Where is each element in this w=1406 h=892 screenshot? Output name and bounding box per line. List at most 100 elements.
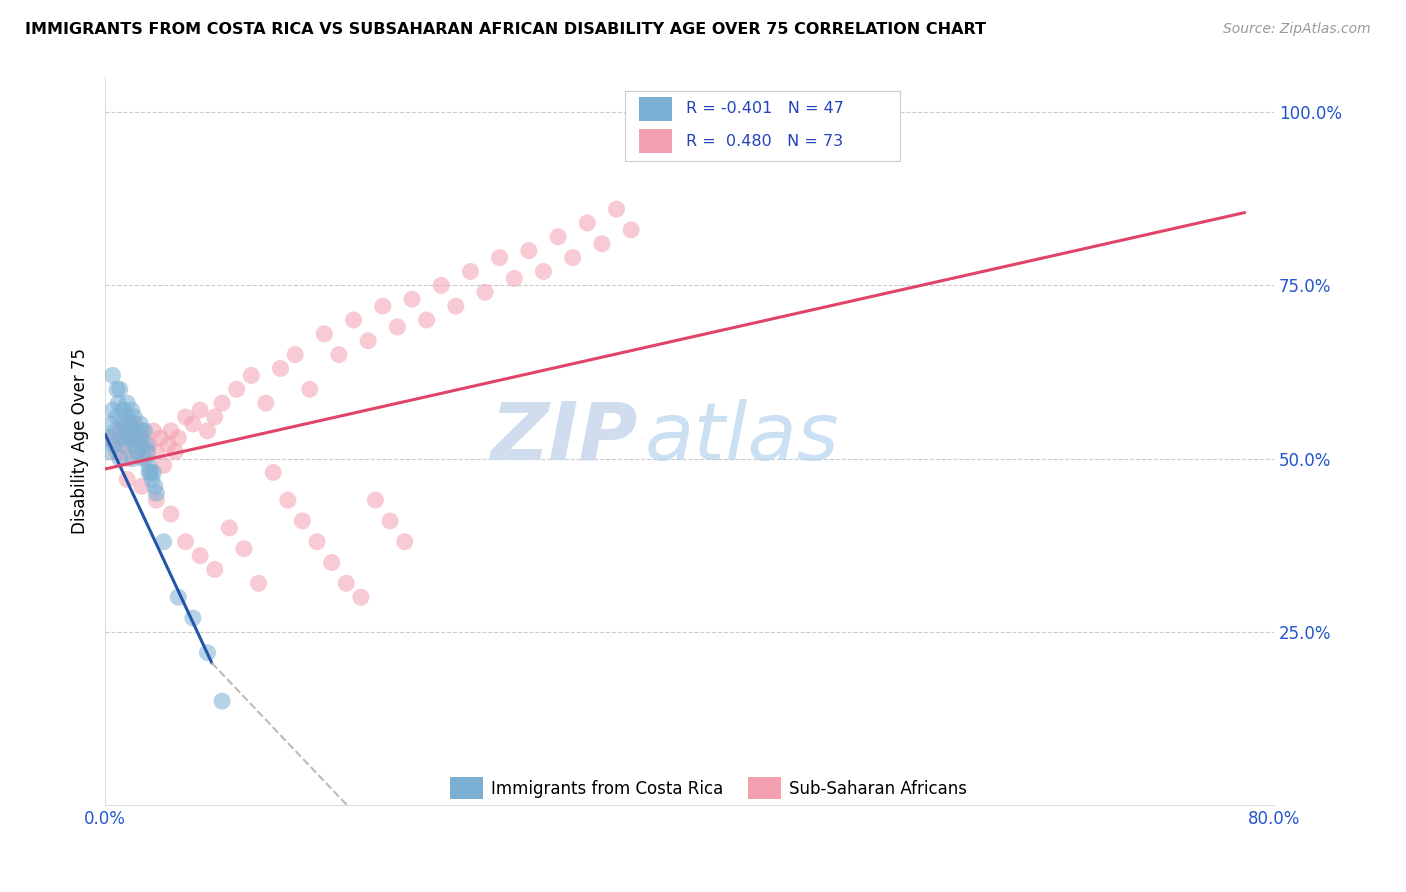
Point — [321, 556, 343, 570]
Point — [104, 424, 127, 438]
Point — [262, 466, 284, 480]
Point — [127, 444, 149, 458]
Point — [165, 444, 187, 458]
Point — [401, 292, 423, 306]
Point — [114, 424, 136, 438]
Point — [620, 223, 643, 237]
Point — [142, 466, 165, 480]
Point — [145, 493, 167, 508]
Point — [107, 396, 129, 410]
Point — [136, 444, 159, 458]
Point — [364, 493, 387, 508]
Point — [460, 264, 482, 278]
Text: atlas: atlas — [645, 399, 839, 476]
Point — [197, 424, 219, 438]
Point — [342, 313, 364, 327]
Point — [160, 424, 183, 438]
Point — [118, 417, 141, 431]
Point — [503, 271, 526, 285]
Point — [142, 424, 165, 438]
Point — [561, 251, 583, 265]
Point — [247, 576, 270, 591]
Point — [121, 403, 143, 417]
Point — [284, 348, 307, 362]
Point — [233, 541, 256, 556]
Point — [108, 424, 131, 438]
Point — [174, 409, 197, 424]
Point — [430, 278, 453, 293]
Point — [101, 431, 124, 445]
Point — [97, 431, 120, 445]
Point — [218, 521, 240, 535]
Point — [141, 472, 163, 486]
Point — [357, 334, 380, 348]
Point — [125, 424, 148, 438]
Point — [298, 382, 321, 396]
Point — [135, 451, 157, 466]
Point — [605, 202, 627, 216]
Point — [115, 409, 138, 424]
Point — [305, 534, 328, 549]
Point — [121, 431, 143, 445]
Point — [350, 590, 373, 604]
FancyBboxPatch shape — [626, 91, 900, 161]
Point — [488, 251, 510, 265]
Point — [204, 562, 226, 576]
Point — [328, 348, 350, 362]
Point — [181, 417, 204, 431]
Point — [128, 431, 150, 445]
Point — [117, 431, 139, 445]
Point — [100, 417, 122, 431]
Point — [115, 396, 138, 410]
Text: IMMIGRANTS FROM COSTA RICA VS SUBSAHARAN AFRICAN DISABILITY AGE OVER 75 CORRELAT: IMMIGRANTS FROM COSTA RICA VS SUBSAHARAN… — [25, 22, 986, 37]
Point — [591, 236, 613, 251]
Point — [474, 285, 496, 300]
Point — [131, 438, 153, 452]
Point — [188, 549, 211, 563]
Point — [152, 534, 174, 549]
Point — [112, 438, 135, 452]
Point — [415, 313, 437, 327]
Point — [108, 451, 131, 466]
Point — [387, 319, 409, 334]
FancyBboxPatch shape — [450, 778, 482, 799]
Point — [115, 472, 138, 486]
Point — [111, 417, 134, 431]
Point — [131, 479, 153, 493]
Point — [157, 438, 180, 452]
Point — [576, 216, 599, 230]
Point — [204, 409, 226, 424]
FancyBboxPatch shape — [640, 129, 672, 153]
Point — [135, 438, 157, 452]
Point — [152, 458, 174, 473]
Point — [129, 417, 152, 431]
Point — [240, 368, 263, 383]
Point — [132, 451, 155, 466]
Point — [105, 382, 128, 396]
Text: Sub-Saharan Africans: Sub-Saharan Africans — [789, 780, 967, 798]
Point — [105, 409, 128, 424]
Text: Source: ZipAtlas.com: Source: ZipAtlas.com — [1223, 22, 1371, 37]
Point — [254, 396, 277, 410]
Point — [110, 431, 132, 445]
Point — [533, 264, 555, 278]
Point — [105, 444, 128, 458]
Point — [138, 466, 160, 480]
Y-axis label: Disability Age Over 75: Disability Age Over 75 — [72, 348, 89, 534]
Point — [174, 534, 197, 549]
Point — [138, 458, 160, 473]
Point — [517, 244, 540, 258]
FancyBboxPatch shape — [640, 97, 672, 120]
Point — [138, 438, 160, 452]
Point — [167, 431, 190, 445]
Point — [131, 431, 153, 445]
Text: Immigrants from Costa Rica: Immigrants from Costa Rica — [491, 780, 723, 798]
Point — [124, 417, 146, 431]
Point — [143, 479, 166, 493]
Point — [188, 403, 211, 417]
Point — [149, 431, 172, 445]
Point — [314, 326, 336, 341]
Point — [108, 382, 131, 396]
Point — [167, 590, 190, 604]
Point — [270, 361, 292, 376]
